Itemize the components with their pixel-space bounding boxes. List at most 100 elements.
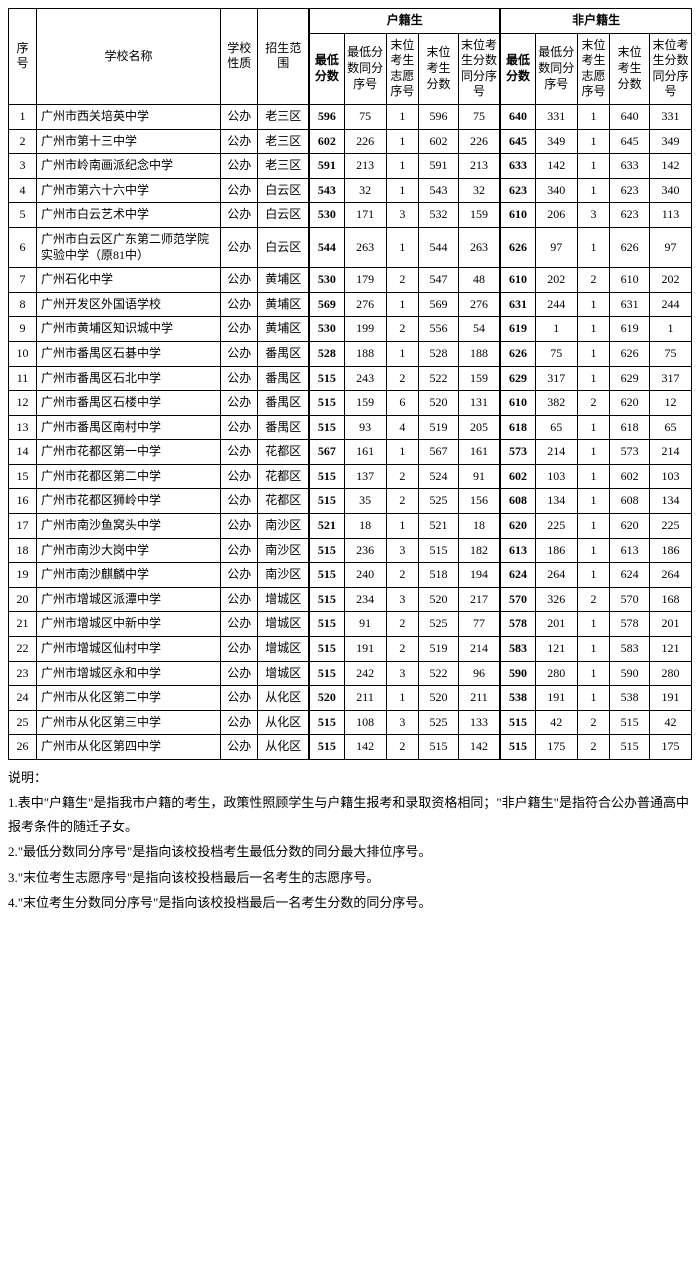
cell-nonlocal-lastwish: 1 xyxy=(577,317,610,342)
cell-local-lastseq: 133 xyxy=(458,710,500,735)
cell-nonlocal-minscore: 573 xyxy=(500,440,535,465)
cell-nonlocal-lastwish: 1 xyxy=(577,129,610,154)
cell-nonlocal-minseq: 97 xyxy=(535,227,577,267)
cell-nonlocal-lastseq: 340 xyxy=(649,178,691,203)
table-row: 19广州市南沙麒麟中学公办南沙区515240251819462426416242… xyxy=(9,563,692,588)
cell-scope: 从化区 xyxy=(258,686,309,711)
cell-type: 公办 xyxy=(221,129,258,154)
cell-school: 广州市增城区派潭中学 xyxy=(36,587,220,612)
cell-local-lastwish: 3 xyxy=(386,587,419,612)
table-row: 24广州市从化区第二中学公办从化区52021115202115381911538… xyxy=(9,686,692,711)
cell-nonlocal-lastscore: 629 xyxy=(610,366,650,391)
cell-nonlocal-lastseq: 168 xyxy=(649,587,691,612)
table-row: 20广州市增城区派潭中学公办增城区51523435202175703262570… xyxy=(9,587,692,612)
cell-local-minscore: 515 xyxy=(309,415,344,440)
table-header: 序号 学校名称 学校性质 招生范围 户籍生 非户籍生 最低分数 最低分数同分序号… xyxy=(9,9,692,105)
cell-nonlocal-lastseq: 186 xyxy=(649,538,691,563)
cell-nonlocal-lastscore: 515 xyxy=(610,735,650,760)
cell-scope: 白云区 xyxy=(258,203,309,228)
cell-nonlocal-lastwish: 1 xyxy=(577,440,610,465)
cell-local-lastseq: 182 xyxy=(458,538,500,563)
cell-school: 广州市白云艺术中学 xyxy=(36,203,220,228)
cell-local-minseq: 161 xyxy=(344,440,386,465)
cell-scope: 增城区 xyxy=(258,587,309,612)
cell-scope: 从化区 xyxy=(258,735,309,760)
cell-local-lastseq: 194 xyxy=(458,563,500,588)
cell-local-lastseq: 77 xyxy=(458,612,500,637)
cell-nonlocal-lastscore: 608 xyxy=(610,489,650,514)
table-row: 11广州市番禺区石北中学公办番禺区51524325221596293171629… xyxy=(9,366,692,391)
cell-nonlocal-lastscore: 583 xyxy=(610,637,650,662)
cell-nonlocal-minscore: 578 xyxy=(500,612,535,637)
table-row: 14广州市花都区第一中学公办花都区56716115671615732141573… xyxy=(9,440,692,465)
cell-type: 公办 xyxy=(221,661,258,686)
cell-local-minscore: 515 xyxy=(309,661,344,686)
cell-local-lastwish: 1 xyxy=(386,154,419,179)
cell-school: 广州市番禺区石楼中学 xyxy=(36,391,220,416)
cell-school: 广州市白云区广东第二师范学院实验中学（原81中） xyxy=(36,227,220,267)
cell-local-lastseq: 205 xyxy=(458,415,500,440)
cell-local-lastscore: 521 xyxy=(419,514,459,539)
cell-nonlocal-lastseq: 113 xyxy=(649,203,691,228)
cell-local-lastwish: 2 xyxy=(386,366,419,391)
cell-nonlocal-lastwish: 1 xyxy=(577,489,610,514)
cell-nonlocal-minseq: 142 xyxy=(535,154,577,179)
cell-local-minscore: 515 xyxy=(309,612,344,637)
cell-local-lastseq: 96 xyxy=(458,661,500,686)
cell-local-lastscore: 519 xyxy=(419,637,459,662)
cell-nonlocal-lastseq: 264 xyxy=(649,563,691,588)
cell-nonlocal-minseq: 331 xyxy=(535,104,577,129)
cell-type: 公办 xyxy=(221,203,258,228)
cell-nonlocal-minscore: 610 xyxy=(500,391,535,416)
cell-idx: 15 xyxy=(9,464,37,489)
cell-local-minscore: 530 xyxy=(309,203,344,228)
cell-nonlocal-lastscore: 573 xyxy=(610,440,650,465)
cell-nonlocal-lastscore: 613 xyxy=(610,538,650,563)
cell-local-lastscore: 524 xyxy=(419,464,459,489)
cell-nonlocal-minseq: 186 xyxy=(535,538,577,563)
cell-local-lastseq: 211 xyxy=(458,686,500,711)
cell-local-minseq: 159 xyxy=(344,391,386,416)
cell-type: 公办 xyxy=(221,178,258,203)
cell-nonlocal-minscore: 626 xyxy=(500,227,535,267)
note-line: 2."最低分数同分序号"是指向该校投档考生最低分数的同分最大排位序号。 xyxy=(8,840,692,863)
cell-school: 广州市增城区仙村中学 xyxy=(36,637,220,662)
cell-nonlocal-lastseq: 280 xyxy=(649,661,691,686)
cell-local-lastseq: 226 xyxy=(458,129,500,154)
cell-local-minseq: 18 xyxy=(344,514,386,539)
cell-local-lastscore: 518 xyxy=(419,563,459,588)
cell-nonlocal-lastseq: 331 xyxy=(649,104,691,129)
cell-local-lastwish: 1 xyxy=(386,440,419,465)
cell-local-lastscore: 515 xyxy=(419,735,459,760)
notes-title: 说明： xyxy=(8,766,692,789)
cell-local-minscore: 591 xyxy=(309,154,344,179)
cell-local-lastscore: 602 xyxy=(419,129,459,154)
cell-local-minscore: 569 xyxy=(309,292,344,317)
header-type: 学校性质 xyxy=(221,9,258,105)
table-row: 23广州市增城区永和中学公办增城区51524235229659028015902… xyxy=(9,661,692,686)
cell-local-lastseq: 142 xyxy=(458,735,500,760)
cell-nonlocal-minseq: 1 xyxy=(535,317,577,342)
cell-nonlocal-lastscore: 626 xyxy=(610,341,650,366)
cell-nonlocal-lastseq: 97 xyxy=(649,227,691,267)
cell-local-lastseq: 159 xyxy=(458,203,500,228)
cell-nonlocal-lastscore: 538 xyxy=(610,686,650,711)
cell-local-minscore: 515 xyxy=(309,489,344,514)
cell-local-lastseq: 213 xyxy=(458,154,500,179)
cell-nonlocal-minseq: 65 xyxy=(535,415,577,440)
cell-nonlocal-lastseq: 244 xyxy=(649,292,691,317)
cell-local-lastwish: 4 xyxy=(386,415,419,440)
cell-local-lastseq: 156 xyxy=(458,489,500,514)
table-row: 16广州市花都区狮岭中学公办花都区51535252515660813416081… xyxy=(9,489,692,514)
cell-school: 广州市花都区第一中学 xyxy=(36,440,220,465)
cell-nonlocal-minscore: 626 xyxy=(500,341,535,366)
cell-local-minseq: 243 xyxy=(344,366,386,391)
cell-nonlocal-minscore: 645 xyxy=(500,129,535,154)
cell-nonlocal-lastseq: 12 xyxy=(649,391,691,416)
table-row: 12广州市番禺区石楼中学公办番禺区51515965201316103822620… xyxy=(9,391,692,416)
cell-nonlocal-minseq: 121 xyxy=(535,637,577,662)
cell-local-minseq: 142 xyxy=(344,735,386,760)
cell-local-minscore: 520 xyxy=(309,686,344,711)
cell-local-minseq: 108 xyxy=(344,710,386,735)
cell-type: 公办 xyxy=(221,587,258,612)
